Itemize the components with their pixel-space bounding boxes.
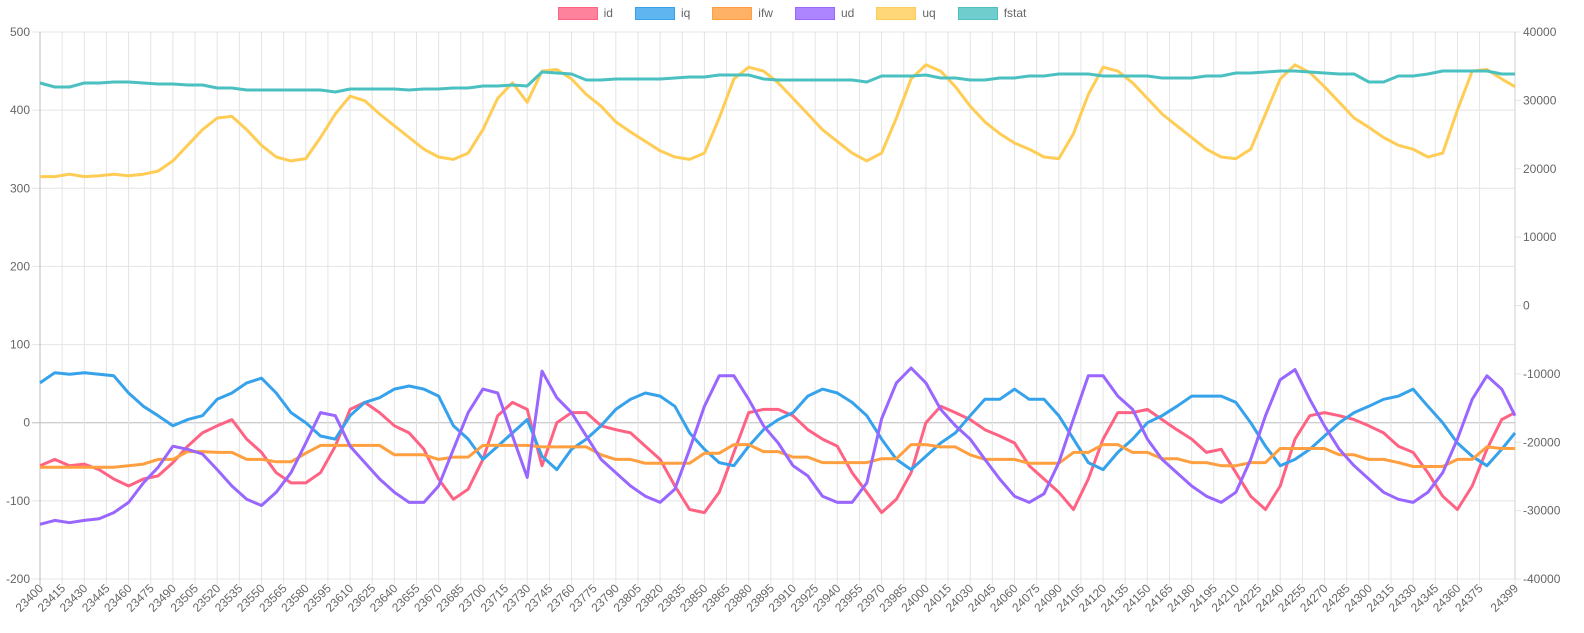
legend-item-fstat[interactable]: fstat [957, 6, 1027, 20]
grid-lines [32, 31, 1521, 585]
legend-label: uq [922, 6, 936, 20]
legend-item-iq[interactable]: iq [634, 6, 691, 20]
y-right-tick-label: -30000 [1523, 504, 1561, 518]
legend-label: ifw [758, 6, 773, 20]
y-left-tick-label: 200 [10, 259, 30, 273]
legend-item-ifw[interactable]: ifw [712, 6, 773, 20]
series-line-uq [40, 63, 1516, 179]
x-tick-label: 24399 [1488, 581, 1522, 615]
legend-item-uq[interactable]: uq [876, 6, 936, 20]
legend-swatch [634, 6, 675, 20]
legend-swatch [557, 6, 598, 20]
y-left-tick-label: 400 [10, 103, 30, 117]
legend-label: id [603, 6, 613, 20]
y-right-tick-label: 0 [1523, 299, 1530, 313]
legend-swatch [794, 6, 835, 20]
y-left-tick-label: 500 [10, 25, 30, 39]
y-right-tick-label: 20000 [1523, 162, 1557, 176]
y-left-tick-label: 100 [10, 338, 30, 352]
chart-legend: id iq ifw ud uq fstat [0, 6, 1584, 20]
y-left-tick-label: -200 [6, 572, 30, 586]
y-left-tick-label: 0 [23, 416, 30, 430]
series-line-ifw [40, 443, 1515, 469]
y-right-tick-label: 10000 [1523, 230, 1557, 244]
series-line-fstat [39, 69, 1515, 94]
legend-label: fstat [1003, 6, 1027, 20]
y-right-tick-label: 40000 [1523, 25, 1557, 39]
y-right-tick-label: -10000 [1523, 367, 1561, 381]
y-left-tick-label: -100 [6, 494, 30, 508]
legend-swatch [876, 6, 917, 20]
legend-item-ud[interactable]: ud [794, 6, 855, 20]
legend-label: ud [840, 6, 855, 20]
y-right-tick-label: -40000 [1523, 572, 1561, 586]
legend-swatch [712, 6, 753, 20]
legend-swatch [957, 6, 998, 20]
legend-label: iq [680, 6, 691, 20]
series-line-ud [39, 366, 1517, 526]
legend-item-id[interactable]: id [557, 6, 613, 20]
y-right-tick-label: -20000 [1523, 435, 1561, 449]
y-right-tick-label: 30000 [1523, 93, 1557, 107]
y-left-tick-label: 300 [10, 181, 30, 195]
series-line-iq [39, 371, 1517, 472]
series-lines [39, 63, 1517, 526]
